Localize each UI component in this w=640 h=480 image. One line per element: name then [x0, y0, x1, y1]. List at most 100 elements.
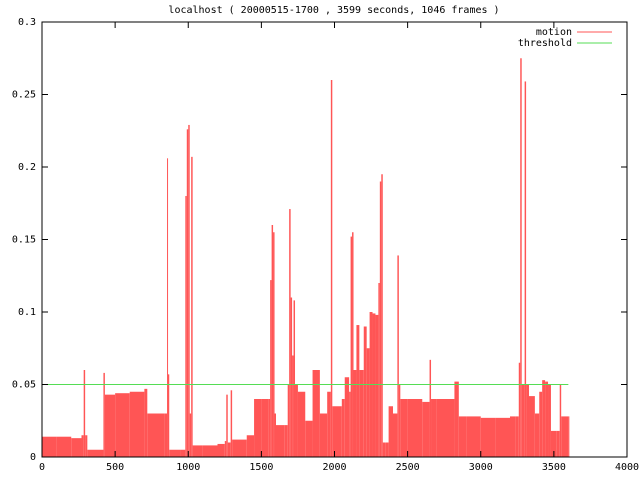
motion-bar — [191, 156, 193, 457]
motion-bar — [344, 377, 350, 457]
x-tick-label: 0 — [39, 462, 45, 473]
motion-bar — [341, 399, 345, 457]
motion-bar — [510, 416, 516, 457]
motion-bar — [534, 413, 540, 457]
motion-bar — [545, 381, 549, 457]
motion-bar — [167, 374, 170, 457]
motion-bar — [526, 384, 530, 457]
motion-bar — [276, 425, 285, 457]
motion-bar — [180, 449, 186, 457]
motion-bar — [518, 362, 521, 457]
motion-bar — [480, 417, 496, 457]
motion-bar — [273, 232, 275, 457]
motion-bar — [436, 399, 452, 457]
motion-bar — [185, 196, 187, 457]
motion-bar — [274, 413, 276, 457]
motion-bar — [352, 232, 354, 457]
motion-bar — [227, 442, 231, 457]
motion-bar — [398, 384, 401, 457]
motion-bar — [524, 81, 527, 457]
legend-label: threshold — [518, 38, 572, 49]
x-tick-label: 1500 — [249, 462, 273, 473]
motion-bar — [230, 390, 233, 457]
motion-bar — [87, 449, 101, 457]
motion-bar — [372, 313, 376, 457]
motion-bar — [349, 391, 351, 457]
motion-bar — [129, 391, 145, 457]
motion-bar — [169, 449, 181, 457]
motion-bar — [226, 394, 228, 457]
motion-bar — [202, 445, 218, 457]
motion-bar — [385, 442, 389, 457]
motion-bar — [356, 325, 360, 457]
motion-bar — [164, 413, 168, 457]
motion-bar — [561, 416, 569, 457]
motion-bar — [382, 442, 386, 457]
y-tick-label: 0.2 — [18, 162, 36, 173]
motion-bar — [292, 355, 294, 457]
motion-bar — [224, 441, 227, 457]
x-tick-label: 500 — [106, 462, 124, 473]
motion-bar — [297, 391, 306, 457]
motion-bar — [393, 413, 398, 457]
motion-bar — [332, 406, 335, 457]
motion-bar — [458, 416, 467, 457]
x-tick-label: 1000 — [176, 462, 200, 473]
motion-bar — [556, 430, 560, 457]
motion-bar — [327, 391, 331, 457]
motion-bar — [83, 370, 86, 457]
x-tick-label: 2500 — [396, 462, 420, 473]
motion-bar — [189, 413, 192, 457]
motion-bar — [568, 416, 570, 457]
motion-bar — [550, 430, 557, 457]
motion-bar — [305, 420, 313, 457]
x-tick-label: 4000 — [615, 462, 639, 473]
y-tick-label: 0.15 — [12, 235, 36, 246]
motion-bar — [81, 435, 84, 457]
x-tick-label: 3000 — [469, 462, 493, 473]
motion-bar — [167, 158, 169, 458]
motion-bar — [388, 406, 393, 457]
legend-label: motion — [536, 27, 572, 38]
motion-bar — [529, 396, 535, 457]
motion-bar — [495, 417, 510, 457]
motion-bar — [188, 124, 190, 457]
motion-bar — [407, 399, 423, 457]
y-tick-label: 0.1 — [18, 307, 36, 318]
motion-bar — [159, 413, 165, 457]
y-tick-label: 0.3 — [18, 17, 36, 28]
motion-bar — [104, 394, 116, 457]
motion-bar — [350, 236, 353, 457]
motion-bar — [147, 413, 159, 457]
motion-bar — [261, 399, 269, 457]
motion-bar — [287, 384, 290, 457]
motion-bar — [422, 401, 430, 457]
motion-bar — [381, 174, 383, 457]
motion-bar — [271, 225, 274, 457]
chart-title: localhost ( 20000515-1700 , 3599 seconds… — [168, 5, 499, 16]
motion-bar — [353, 370, 357, 457]
motion-bar — [375, 314, 379, 457]
motion-bar — [103, 372, 105, 457]
motion-bar — [192, 445, 203, 457]
motion-bar — [366, 348, 370, 457]
motion-bar — [232, 439, 247, 457]
motion-bar — [268, 399, 271, 457]
motion-bar — [115, 393, 130, 457]
motion-bar — [330, 80, 333, 457]
motion-bar — [363, 326, 367, 457]
motion-bar — [359, 370, 364, 457]
motion-bar — [284, 425, 288, 457]
motion-bar — [454, 381, 459, 457]
motion-bar — [42, 436, 57, 457]
motion-bar — [431, 399, 437, 457]
motion-bar — [400, 399, 408, 457]
motion-bar — [379, 181, 382, 457]
motion-bar — [515, 416, 519, 457]
motion-bar — [254, 399, 262, 457]
motion-bar — [378, 283, 380, 457]
y-tick-label: 0.05 — [12, 380, 36, 391]
motion-bar — [429, 359, 432, 457]
motion-bar — [56, 436, 72, 457]
